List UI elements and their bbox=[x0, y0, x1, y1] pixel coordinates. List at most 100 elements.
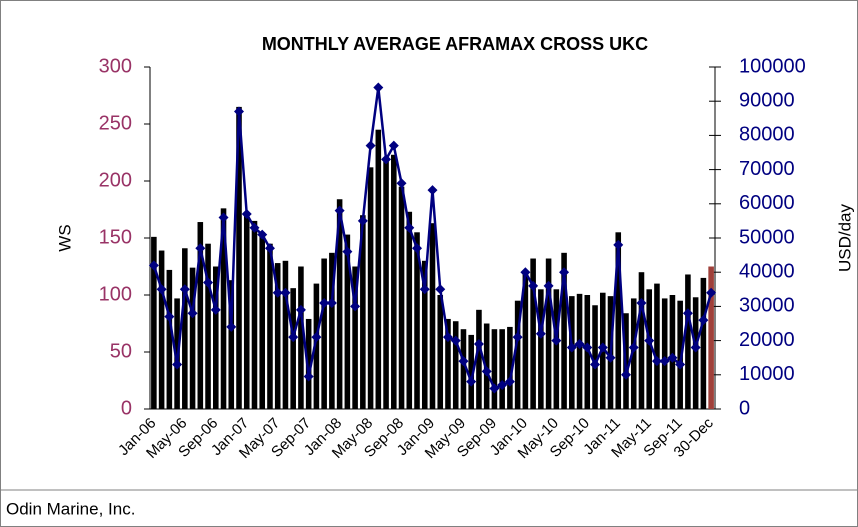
line-marker bbox=[249, 222, 260, 233]
y2-tick-label: 100000 bbox=[739, 55, 806, 77]
bar bbox=[398, 186, 405, 409]
bar bbox=[251, 220, 258, 409]
line-marker bbox=[241, 209, 252, 220]
line-marker bbox=[342, 246, 353, 257]
line-marker bbox=[690, 342, 701, 353]
line-marker bbox=[535, 328, 546, 339]
line-marker bbox=[280, 287, 291, 298]
bar bbox=[336, 199, 343, 409]
bar bbox=[329, 252, 335, 409]
bar bbox=[290, 288, 296, 409]
line-marker bbox=[566, 342, 577, 353]
line-marker bbox=[590, 359, 601, 370]
line-marker bbox=[543, 280, 554, 291]
line-marker bbox=[620, 369, 631, 380]
y2-tick-label: 0 bbox=[739, 397, 750, 419]
y-tick-label: 200 bbox=[99, 169, 132, 191]
bar bbox=[677, 300, 683, 409]
y2-tick-label: 60000 bbox=[739, 192, 795, 214]
source-note: Odin Marine, Inc. bbox=[6, 499, 135, 518]
bar bbox=[708, 266, 714, 409]
bar bbox=[700, 277, 707, 409]
bar bbox=[267, 243, 273, 409]
bar bbox=[220, 208, 227, 409]
bar bbox=[452, 321, 459, 409]
line-marker bbox=[164, 311, 175, 322]
bar bbox=[522, 272, 529, 409]
bar bbox=[561, 252, 567, 409]
line-marker bbox=[481, 366, 492, 377]
line-marker bbox=[427, 185, 438, 196]
bar bbox=[499, 329, 505, 409]
line-marker bbox=[489, 383, 500, 394]
line-marker bbox=[497, 380, 508, 391]
bar bbox=[615, 232, 622, 409]
bar bbox=[352, 266, 358, 409]
y-tick-label: 100 bbox=[99, 283, 132, 305]
bar bbox=[313, 283, 320, 409]
line-marker bbox=[319, 297, 330, 308]
line-marker bbox=[234, 106, 245, 117]
y2-tick-label: 50000 bbox=[739, 226, 795, 248]
line-marker bbox=[582, 342, 593, 353]
line-marker bbox=[226, 321, 237, 332]
bar bbox=[685, 274, 691, 409]
y2-tick-label: 30000 bbox=[739, 295, 795, 317]
line-marker bbox=[651, 356, 662, 367]
bar bbox=[553, 289, 560, 409]
line-marker bbox=[551, 335, 562, 346]
bar bbox=[406, 211, 413, 409]
bar bbox=[507, 326, 513, 409]
y2-axis-title: USD/day bbox=[835, 203, 854, 272]
line-marker bbox=[473, 339, 484, 350]
line-marker bbox=[613, 239, 624, 250]
bar bbox=[375, 129, 382, 409]
y-axis-title: WS bbox=[55, 224, 74, 251]
bar bbox=[414, 232, 420, 409]
line-marker bbox=[179, 284, 190, 295]
bar bbox=[182, 248, 188, 409]
line-marker bbox=[605, 352, 616, 363]
bar bbox=[654, 283, 660, 409]
bar bbox=[321, 258, 327, 409]
bar bbox=[274, 263, 281, 409]
line-marker bbox=[357, 215, 368, 226]
line-marker bbox=[528, 280, 539, 291]
bar bbox=[282, 260, 289, 409]
bar bbox=[151, 236, 157, 409]
line-marker bbox=[264, 243, 275, 254]
y-tick-label: 300 bbox=[99, 55, 132, 77]
bar bbox=[538, 289, 544, 409]
y2-tick-label: 20000 bbox=[739, 329, 795, 351]
line-marker bbox=[419, 284, 430, 295]
line-marker bbox=[381, 154, 392, 165]
line-marker bbox=[396, 178, 407, 189]
bar bbox=[491, 329, 498, 409]
line-marker bbox=[311, 332, 322, 343]
bar bbox=[569, 296, 575, 409]
line-marker bbox=[195, 243, 206, 254]
bar bbox=[383, 160, 389, 409]
bar bbox=[445, 318, 451, 409]
bar bbox=[476, 309, 482, 409]
line-marker bbox=[373, 82, 384, 93]
line-marker bbox=[659, 356, 670, 367]
bar bbox=[228, 280, 235, 409]
line-marker bbox=[203, 277, 214, 288]
bar bbox=[158, 250, 165, 409]
bar bbox=[298, 266, 304, 409]
line-marker bbox=[706, 287, 717, 298]
bar bbox=[305, 318, 312, 409]
bar bbox=[344, 234, 351, 409]
bar bbox=[514, 300, 521, 409]
y2-tick-label: 80000 bbox=[739, 124, 795, 146]
line-marker bbox=[172, 359, 183, 370]
y-tick-label: 0 bbox=[121, 397, 132, 419]
line-marker bbox=[412, 243, 423, 254]
y-tick-label: 150 bbox=[99, 226, 132, 248]
bar bbox=[391, 154, 397, 409]
line-marker bbox=[466, 376, 477, 387]
line-marker bbox=[597, 342, 608, 353]
line-marker bbox=[210, 304, 221, 315]
